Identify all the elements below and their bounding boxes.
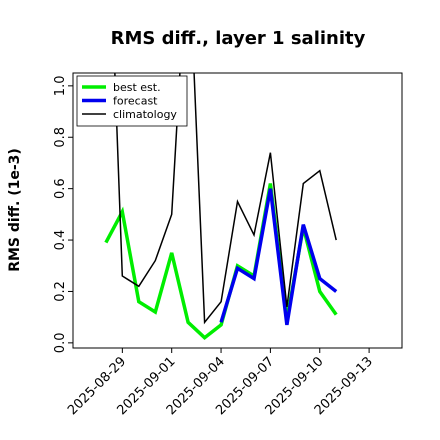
series-line-best-est — [104, 183, 338, 340]
y-tick-label: 0.2 — [53, 281, 68, 302]
y-axis-label: RMS diff. (1e-3) — [7, 148, 23, 272]
x-axis: 2025-08-292025-09-012025-09-042025-09-07… — [65, 348, 376, 418]
y-tick-label: 0.4 — [53, 230, 68, 251]
legend-label: forecast — [113, 95, 158, 108]
plot-frame — [72, 72, 403, 349]
y-tick-label: 0.6 — [53, 178, 68, 199]
legend-label: climatology — [113, 108, 177, 121]
chart-title: RMS diff., layer 1 salinity — [111, 28, 366, 49]
y-tick-label: 0.8 — [53, 127, 68, 148]
series-line-forecast — [219, 188, 338, 326]
y-axis: 0.0 0.2 0.4 0.6 0.8 1.0 — [53, 76, 73, 354]
series-line-climatology — [114, 73, 337, 325]
y-tick-label: 1.0 — [53, 76, 68, 97]
legend-label: best est. — [113, 81, 161, 94]
series-layer — [104, 73, 338, 340]
y-tick-label: 0.0 — [53, 333, 68, 354]
